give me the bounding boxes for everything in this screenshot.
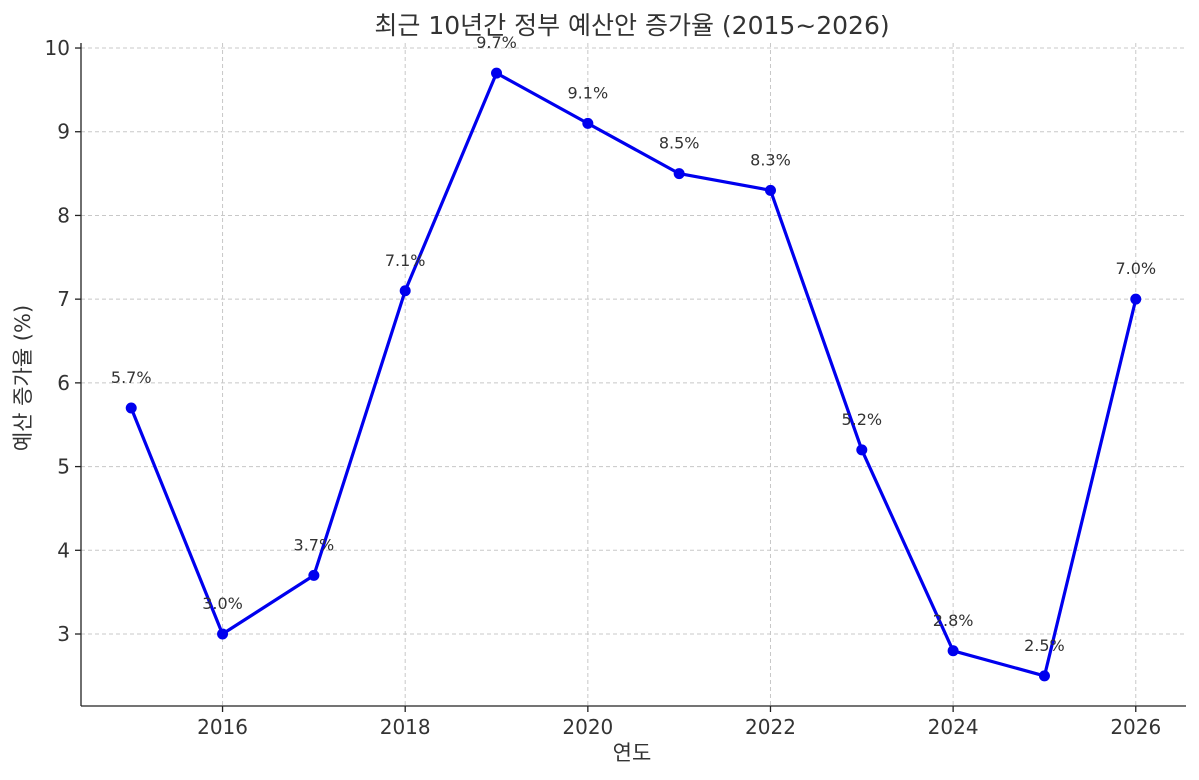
data-label: 5.2% <box>841 410 882 429</box>
y-tick-label: 4 <box>57 538 70 562</box>
x-tick-label: 2016 <box>197 715 248 739</box>
data-point <box>125 402 137 414</box>
chart-title: 최근 10년간 정부 예산안 증가율 (2015~2026) <box>374 11 889 40</box>
data-point <box>673 168 685 180</box>
series-line <box>129 71 1138 678</box>
y-axis-label: 예산 증가율 (%) <box>11 305 35 451</box>
x-axis-label: 연도 <box>613 741 652 765</box>
data-label: 5.7% <box>111 368 152 387</box>
x-tick-label: 2022 <box>745 715 796 739</box>
x-tick-label: 2026 <box>1110 715 1161 739</box>
x-tick-label: 2024 <box>928 715 979 739</box>
data-point <box>491 67 503 79</box>
data-point <box>399 285 411 297</box>
data-point <box>947 645 959 657</box>
data-label: 2.5% <box>1024 636 1065 655</box>
data-label: 2.8% <box>933 611 974 630</box>
data-point <box>217 628 229 640</box>
data-point <box>308 569 320 581</box>
data-point <box>1130 293 1142 305</box>
y-tick-label: 8 <box>57 203 70 227</box>
data-label: 3.0% <box>202 594 243 613</box>
axis-ticks: 2016 2018 2020 2022 2024 2026 3 4 5 6 7 8 9 10 <box>45 36 1162 739</box>
data-point <box>856 444 868 456</box>
data-point <box>764 184 776 196</box>
x-tick-label: 2020 <box>562 715 613 739</box>
x-tick-label: 2018 <box>380 715 431 739</box>
y-tick-label: 3 <box>57 622 70 646</box>
y-tick-label: 9 <box>57 120 70 144</box>
y-tick-label: 7 <box>57 287 70 311</box>
grid-lines <box>81 43 1186 706</box>
data-point <box>582 117 594 129</box>
axes-frame <box>80 43 1186 707</box>
data-label: 9.7% <box>476 33 517 52</box>
y-tick-label: 10 <box>45 36 70 60</box>
data-point <box>1038 670 1050 682</box>
data-labels: 5.7% 3.0% 3.7% 7.1% 9.7% 9.1% 8.5% 8.3% 5.2% 2.8%… <box>111 33 1156 655</box>
y-tick-label: 6 <box>57 371 70 395</box>
data-label: 7.1% <box>385 251 426 270</box>
series-line-group <box>125 67 1142 682</box>
y-tick-label: 5 <box>57 455 70 479</box>
data-label: 7.0% <box>1115 259 1156 278</box>
data-label: 8.3% <box>750 150 791 169</box>
data-label: 8.5% <box>659 134 700 153</box>
data-label: 3.7% <box>294 535 335 554</box>
data-label: 9.1% <box>568 83 609 102</box>
